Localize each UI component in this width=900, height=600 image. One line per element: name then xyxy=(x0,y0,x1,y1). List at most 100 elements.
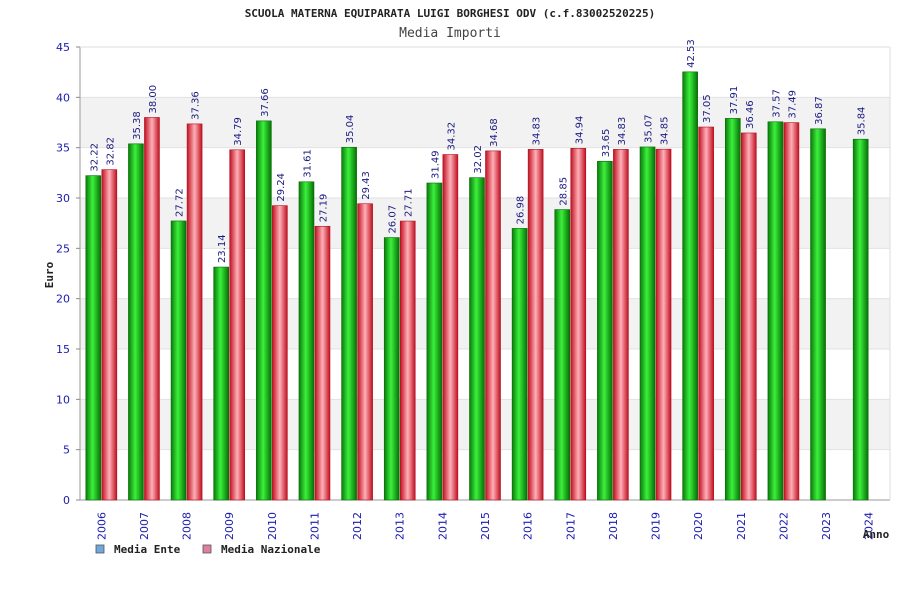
bar-media-nazionale xyxy=(613,149,629,501)
bar-value-label: 37.66 xyxy=(260,88,271,117)
bar-media-nazionale xyxy=(655,148,672,501)
bar-media-nazionale xyxy=(527,149,544,501)
y-tick-label: 10 xyxy=(56,393,70,406)
bar-value-label: 34.83 xyxy=(532,117,543,146)
bar-value-label: 34.68 xyxy=(489,118,500,147)
chart-subtitle: Media Importi xyxy=(399,26,501,41)
bar-value-label: 36.87 xyxy=(814,96,825,125)
y-tick-label: 20 xyxy=(56,293,70,306)
bar-value-label: 28.85 xyxy=(558,177,569,206)
y-tick-label: 0 xyxy=(63,494,70,507)
bar-media-ente xyxy=(85,175,102,501)
legend-swatch-media-ente xyxy=(95,544,105,554)
y-tick-label: 45 xyxy=(56,41,70,54)
bar-media-nazionale xyxy=(144,117,160,501)
legend-label-media-ente: Media Ente xyxy=(114,543,181,556)
bar-media-nazionale xyxy=(783,122,800,501)
y-tick-label: 40 xyxy=(56,91,70,104)
x-tick-label: 2013 xyxy=(394,512,407,540)
bar-media-nazionale xyxy=(314,225,331,501)
bar-value-label: 32.82 xyxy=(105,137,116,166)
bar-value-label: 31.61 xyxy=(302,149,313,178)
y-tick-labels: 0 5 10 15 20 25 30 35 40 45 xyxy=(56,41,70,507)
x-tick-label: 2020 xyxy=(692,512,705,540)
bar-media-ente xyxy=(383,237,400,501)
bar-value-label: 31.49 xyxy=(430,150,441,179)
y-tick-label: 30 xyxy=(56,192,70,205)
bar-media-ente xyxy=(852,138,869,501)
bar-value-label: 35.07 xyxy=(644,114,655,143)
bar-media-ente xyxy=(554,209,571,501)
bar-value-label: 37.49 xyxy=(787,90,798,119)
x-tick-label: 2015 xyxy=(479,512,492,540)
bar-media-ente xyxy=(639,146,656,501)
x-axis-label: Anno xyxy=(863,528,890,541)
y-tick-label: 25 xyxy=(56,242,70,255)
bar-value-label: 34.85 xyxy=(660,117,671,146)
bar-value-label: 26.98 xyxy=(516,196,527,225)
bar-media-nazionale xyxy=(442,154,459,501)
bar-media-nazionale xyxy=(570,147,587,501)
bar-value-label: 23.14 xyxy=(217,234,228,263)
bar-value-label: 38.00 xyxy=(148,85,159,114)
bars xyxy=(85,71,869,501)
x-tick-label: 2023 xyxy=(820,512,833,540)
bar-media-nazionale xyxy=(485,150,501,501)
legend-item-media-ente: Media Ente xyxy=(95,543,181,556)
x-tick-label: 2006 xyxy=(95,512,108,540)
bar-media-nazionale xyxy=(186,123,203,501)
y-axis-label: Euro xyxy=(43,261,56,288)
bar-media-nazionale xyxy=(357,203,373,501)
bar-media-ente xyxy=(341,146,357,501)
x-tick-label: 2011 xyxy=(308,512,321,540)
bar-value-label: 34.83 xyxy=(617,117,628,146)
legend-swatch-media-nazionale xyxy=(202,544,212,554)
bar-value-label: 37.91 xyxy=(729,86,740,115)
x-tick-label: 2017 xyxy=(564,512,577,540)
bar-value-label: 32.02 xyxy=(473,145,484,174)
bar-media-nazionale xyxy=(101,169,118,501)
bar-value-label: 37.57 xyxy=(771,89,782,118)
bar-value-label: 29.43 xyxy=(361,171,372,200)
x-tick-label: 2009 xyxy=(223,512,236,540)
bar-media-ente xyxy=(256,120,272,501)
x-tick-label: 2012 xyxy=(351,512,364,540)
x-tick-label: 2010 xyxy=(266,512,279,540)
bar-media-nazionale xyxy=(399,220,416,501)
bar-value-label: 27.19 xyxy=(318,194,329,223)
bar-media-ente xyxy=(213,266,230,501)
bar-value-label: 35.04 xyxy=(345,115,356,144)
bar-media-ente xyxy=(682,71,698,501)
bar-media-ente xyxy=(426,182,443,501)
bar-media-ente xyxy=(469,177,485,501)
bar-media-ente xyxy=(810,128,826,501)
bar-value-label: 27.72 xyxy=(175,188,186,217)
bar-media-ente xyxy=(511,228,528,501)
grid-band xyxy=(80,47,890,98)
bar-media-nazionale xyxy=(272,205,288,501)
x-tick-label: 2021 xyxy=(735,512,748,540)
x-tick-label: 2016 xyxy=(522,512,535,540)
bar-value-label: 37.36 xyxy=(191,91,202,120)
bar-value-label: 26.07 xyxy=(388,205,399,234)
legend: Media Ente Media Nazionale xyxy=(95,543,321,556)
bar-media-ente xyxy=(597,160,613,501)
x-tick-label: 2008 xyxy=(181,512,194,540)
bar-media-ente xyxy=(298,181,315,501)
bar-media-ente xyxy=(170,220,187,501)
bar-value-label: 37.05 xyxy=(702,94,713,123)
bar-value-label: 33.65 xyxy=(601,129,612,158)
x-tick-label: 2019 xyxy=(650,512,663,540)
bar-media-ente xyxy=(724,118,741,501)
bar-value-label: 34.32 xyxy=(446,122,457,151)
bar-media-nazionale xyxy=(740,132,757,501)
chart-title: SCUOLA MATERNA EQUIPARATA LUIGI BORGHESI… xyxy=(245,7,656,20)
y-tick-label: 15 xyxy=(56,343,70,356)
bar-value-label: 42.53 xyxy=(686,39,697,68)
legend-item-media-nazionale: Media Nazionale xyxy=(202,543,321,556)
bar-value-label: 35.38 xyxy=(132,111,143,140)
bar-value-label: 36.46 xyxy=(745,100,756,129)
bar-value-labels: 32.22 32.82 35.38 38.00 27.72 37.36 23.14 34.79… xyxy=(89,39,867,263)
legend-label-media-nazionale: Media Nazionale xyxy=(221,543,321,556)
